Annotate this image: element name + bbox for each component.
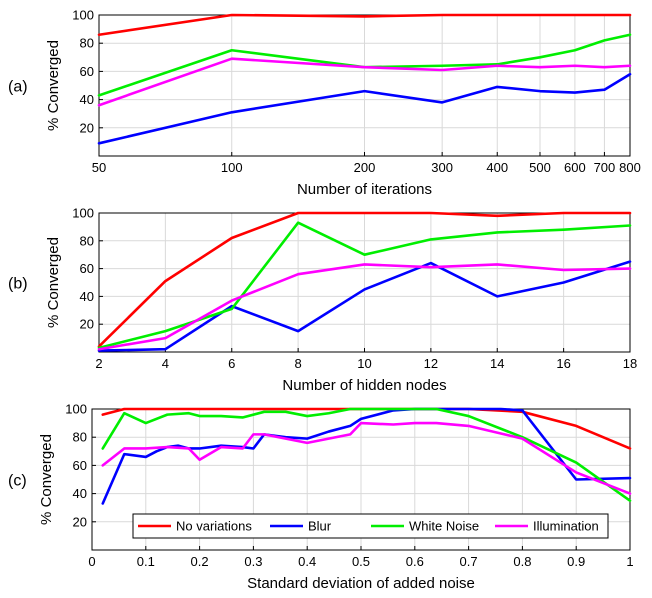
x-tick-label: 0.6 — [406, 554, 424, 569]
x-tick-label: 700 — [594, 160, 616, 175]
y-tick-label: 100 — [72, 8, 94, 23]
series-line-white-noise — [101, 407, 632, 502]
x-tick-label: 0.8 — [513, 554, 531, 569]
x-tick-label: 500 — [529, 160, 551, 175]
x-tick-label: 0.2 — [191, 554, 209, 569]
panel-label: (c) — [8, 473, 27, 490]
y-tick-label: 100 — [65, 402, 87, 417]
y-tick-label: 100 — [72, 206, 94, 221]
chart-panel-2: 0 0.1 0.2 0.3 0.4 0.5 0.6 0.7 0.8 0.9 1 20 40 60 80 100… — [8, 402, 634, 593]
legend-label-no-variations: No variations — [176, 519, 252, 534]
x-tick-label: 16 — [556, 356, 570, 371]
y-tick-label: 20 — [73, 514, 87, 529]
x-tick-label: 12 — [424, 356, 438, 371]
y-tick-label: 20 — [80, 317, 94, 332]
y-tick-label: 20 — [80, 120, 94, 135]
legend: No variations Blur White Noise Illumination — [132, 513, 609, 539]
x-tick-label: 100 — [221, 160, 243, 175]
x-tick-label: 0.7 — [460, 554, 478, 569]
x-tick-label: 2 — [95, 356, 102, 371]
y-tick-label: 80 — [80, 233, 94, 248]
x-tick-label: 0.3 — [244, 554, 262, 569]
legend-label-illumination: Illumination — [533, 519, 599, 534]
x-tick-label: 0.9 — [567, 554, 585, 569]
x-tick-label: 0.1 — [137, 554, 155, 569]
x-tick-label: 8 — [295, 356, 302, 371]
series-line-blur — [97, 260, 632, 352]
x-tick-label: 10 — [357, 356, 371, 371]
x-tick-label: 6 — [228, 356, 235, 371]
x-axis-label: Number of hidden nodes — [282, 377, 446, 394]
series-line-white-noise — [97, 221, 632, 350]
panel-label: (b) — [8, 276, 28, 293]
y-tick-label: 40 — [80, 289, 94, 304]
x-tick-label: 0.5 — [352, 554, 370, 569]
y-tick-label: 60 — [73, 458, 87, 473]
x-tick-label: 600 — [564, 160, 586, 175]
legend-label-blur: Blur — [308, 519, 332, 534]
x-tick-label: 200 — [354, 160, 376, 175]
y-axis-label: % Converged — [45, 40, 62, 131]
y-tick-label: 40 — [80, 92, 94, 107]
y-tick-label: 80 — [80, 36, 94, 51]
series-line-illumination — [101, 421, 632, 495]
series-line-white-noise — [97, 33, 632, 97]
series-line-illumination — [97, 263, 632, 351]
series-line-blur — [97, 72, 632, 145]
y-tick-label: 80 — [73, 430, 87, 445]
chart-panel-0: 50 100 200 300 400 500 600 700 800 20 40 60 80 100 Num… — [8, 8, 641, 199]
x-tick-label: 800 — [619, 160, 641, 175]
x-tick-label: 400 — [486, 160, 508, 175]
chart-panel-1: 2 4 6 8 10 12 14 16 18 20 40 60 80 100 Number of hidde… — [8, 206, 637, 395]
x-tick-label: 18 — [623, 356, 637, 371]
x-axis-label: Number of iterations — [297, 181, 432, 198]
y-axis-label: % Converged — [45, 237, 62, 328]
x-tick-label: 0.4 — [298, 554, 316, 569]
x-tick-label: 1 — [626, 554, 633, 569]
x-tick-label: 0 — [88, 554, 95, 569]
x-tick-label: 50 — [92, 160, 106, 175]
series-line-no-variations — [97, 13, 632, 37]
x-tick-label: 4 — [162, 356, 169, 371]
legend-label-white-noise: White Noise — [409, 519, 479, 534]
y-tick-label: 60 — [80, 64, 94, 79]
y-tick-label: 60 — [80, 261, 94, 276]
series-line-no-variations — [101, 407, 632, 450]
y-axis-label: % Converged — [38, 434, 55, 525]
x-axis-label: Standard deviation of added noise — [247, 575, 475, 592]
x-tick-label: 14 — [490, 356, 504, 371]
legend-box — [132, 513, 609, 539]
x-tick-label: 300 — [431, 160, 453, 175]
series-line-illumination — [97, 57, 632, 107]
series-line-no-variations — [97, 211, 632, 348]
y-tick-label: 40 — [73, 486, 87, 501]
panel-label: (a) — [8, 79, 28, 96]
